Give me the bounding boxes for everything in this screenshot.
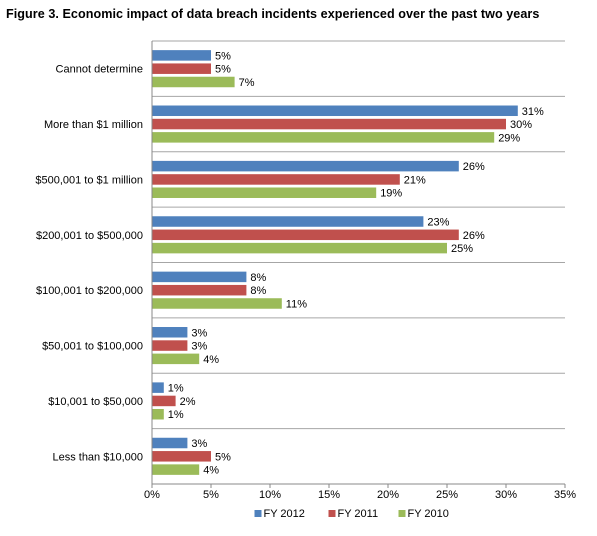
x-tick-label: 25% [436,489,458,501]
bar [152,50,211,61]
bar [152,76,235,88]
data-label: 11% [286,298,307,310]
legend-swatch [328,510,336,517]
bar [152,451,211,462]
bar [152,132,495,143]
x-tick-label: 35% [554,489,576,501]
data-label: 1% [168,383,184,395]
data-label: 3% [191,438,207,450]
data-label: 4% [203,354,219,366]
data-label: 25% [451,243,473,255]
legend-swatch [254,510,262,517]
category-label: $10,001 to $50,000 [48,396,143,408]
data-label: 8% [250,285,266,297]
data-label: 26% [463,230,485,242]
data-label: 5% [215,451,231,463]
x-tick-label: 5% [203,489,219,501]
x-axis: 0% 5% 10% 15% 20% 25% 30% 35% [144,41,576,501]
bar [152,395,176,407]
x-tick-label: 30% [495,489,517,501]
data-label: 3% [191,327,207,339]
data-label: 21% [404,174,426,186]
bar [152,353,200,365]
bar [152,229,459,241]
data-label: 5% [215,64,231,76]
bar [152,105,518,117]
legend-label: FY 2012 [264,508,305,520]
data-label: 30% [510,119,532,131]
category-label: $200,001 to $500,000 [36,230,143,242]
bar [152,382,164,393]
data-label: 29% [498,132,520,144]
bar [152,174,400,185]
category-label: More than $1 million [44,119,143,131]
data-label: 7% [239,77,255,89]
chart-title: Figure 3. Economic impact of data breach… [6,7,540,21]
bars [152,50,518,475]
data-label: 23% [427,217,449,229]
legend-label: FY 2011 [338,508,379,520]
legend: FY 2012 FY 2011 FY 2010 [254,508,449,520]
data-label: 5% [215,50,231,62]
data-label: 2% [180,396,196,408]
bar [152,118,506,130]
data-label: 3% [191,341,207,353]
bar [152,298,282,309]
x-tick-label: 10% [259,489,281,501]
data-label: 1% [168,409,184,421]
x-tick-label: 15% [318,489,340,501]
data-label: 4% [203,465,219,477]
data-label: 31% [522,106,544,118]
bar [152,271,247,283]
bar [152,242,447,254]
category-label: $500,001 to $1 million [35,174,143,186]
bar [152,284,247,296]
data-label: 26% [463,161,485,173]
bar [152,327,188,338]
category-label: Less than $10,000 [52,451,143,463]
bar [152,340,188,351]
bar [152,187,377,198]
category-labels: Cannot determine More than $1 million $500… [35,64,143,464]
x-tick-label: 0% [144,489,160,501]
x-tick-label: 20% [377,489,399,501]
bar [152,408,164,420]
bar [152,160,459,172]
category-label: $100,001 to $200,000 [36,285,143,297]
bar [152,437,188,449]
legend-label: FY 2010 [408,508,449,520]
data-label: 19% [380,188,402,200]
bar [152,216,424,227]
grid-lines [152,40,565,485]
legend-swatch [398,510,406,517]
data-labels: 5%5%7%31%30%29%26%21%19%23%26%25%8%8%11%… [168,50,544,476]
bar [152,464,200,475]
category-label: Cannot determine [56,64,143,76]
bar [152,63,211,74]
category-label: $50,001 to $100,000 [42,341,143,353]
data-label: 8% [250,272,266,284]
